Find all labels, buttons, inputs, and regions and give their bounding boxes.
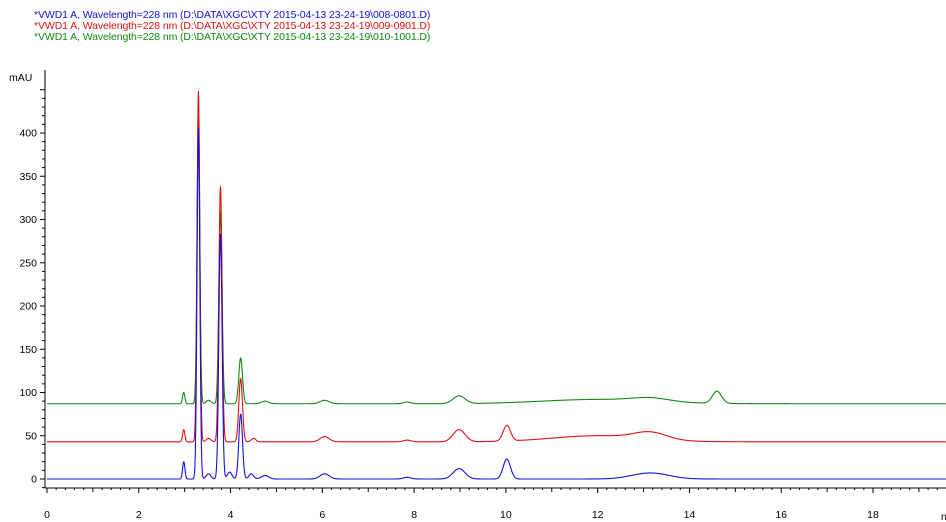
- y-tick-label: 400: [19, 128, 37, 140]
- legend-entry-blue: *VWD1 A, Wavelength=228 nm (D:\DATA\XGC\…: [34, 9, 431, 21]
- x-tick-label: 8: [411, 509, 417, 521]
- y-axis-label: mAU: [9, 72, 32, 84]
- chart-plot-area: [46, 90, 946, 480]
- series-line-2: [46, 90, 946, 443]
- y-tick-label: 100: [19, 387, 37, 399]
- x-tick-label: 12: [592, 509, 604, 521]
- y-tick-label: 150: [19, 344, 37, 356]
- x-tick-label: 10: [500, 509, 512, 521]
- x-tick-label: 4: [228, 509, 234, 521]
- x-axis-label: n: [941, 511, 946, 522]
- series-line-1: [46, 128, 946, 480]
- x-tick-label: 2: [136, 509, 142, 521]
- y-tick-label: 50: [25, 430, 37, 442]
- x-tick-label: 18: [867, 509, 879, 521]
- x-tick-label: 14: [684, 509, 696, 521]
- y-tick-label: 200: [19, 301, 37, 313]
- y-tick-label: 250: [19, 257, 37, 269]
- x-tick-label: 6: [319, 509, 325, 521]
- legend-entry-red: *VWD1 A, Wavelength=228 nm (D:\DATA\XGC\…: [34, 20, 431, 32]
- x-tick-label: 16: [775, 509, 787, 521]
- x-tick-label: 0: [44, 509, 50, 521]
- series-line-3: [46, 117, 946, 405]
- y-tick-label: 300: [19, 214, 37, 226]
- y-tick-label: 0: [31, 474, 37, 486]
- legend-entry-green: *VWD1 A, Wavelength=228 nm (D:\DATA\XGC\…: [34, 31, 431, 43]
- chart-axes: 0 50 100 150 200 250 300 350 400 0 2 4 6 8 10 12 14 16 18: [19, 70, 946, 521]
- y-tick-label: 350: [19, 171, 37, 183]
